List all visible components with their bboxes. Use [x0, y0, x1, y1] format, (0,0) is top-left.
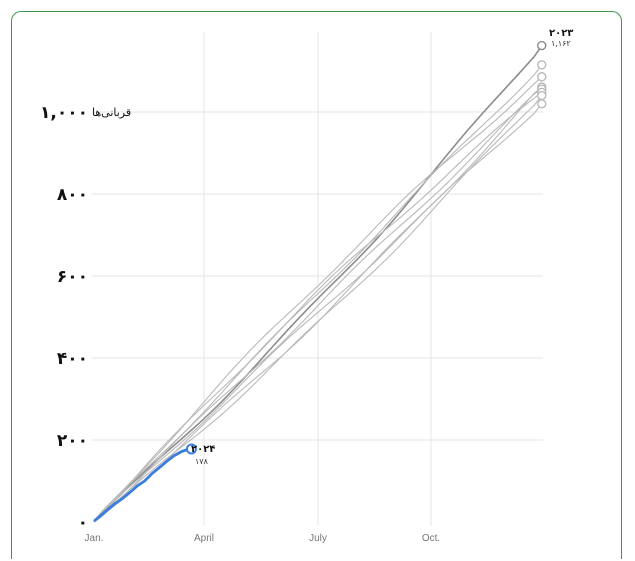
current-series	[93, 443, 197, 523]
y-tick-label: ۸۰۰	[57, 185, 88, 205]
history-value-label: ۱,۱۶۲	[551, 39, 571, 48]
history-line	[93, 45, 543, 523]
current-year-label: ۲۰۲۴	[191, 444, 215, 455]
history-end-point	[537, 40, 547, 51]
x-tick-label: April	[194, 533, 214, 544]
y-tick-label: ۰	[78, 513, 88, 533]
y-axis: ۰ ۲۰۰ ۴۰۰ ۶۰۰ ۸۰۰ ۱,۰۰۰ قربانی‌ها	[40, 103, 131, 533]
history-end-point	[537, 90, 547, 101]
x-tick-label: Oct.	[422, 533, 440, 544]
history-line	[93, 88, 543, 523]
x-tick-label: Jan.	[85, 533, 104, 544]
history-line	[93, 103, 543, 523]
history-line	[93, 76, 543, 523]
y-tick-label: ۶۰۰	[57, 267, 88, 287]
history-line	[93, 64, 543, 523]
history-series	[93, 40, 547, 523]
history-end-point	[537, 60, 547, 70]
current-end-point	[185, 443, 197, 455]
y-tick-label: ۴۰۰	[57, 349, 88, 369]
x-tick-label: July	[309, 533, 327, 544]
y-tick-label: ۲۰۰	[57, 431, 88, 451]
current-line	[93, 447, 192, 523]
x-axis: Jan. April July Oct.	[85, 533, 441, 544]
current-value-label: ۱۷۸	[195, 457, 209, 466]
grid	[92, 32, 543, 526]
y-tick-label: ۱,۰۰۰	[40, 103, 88, 123]
y-unit-label: قربانی‌ها	[92, 106, 131, 119]
chart-frame	[11, 11, 622, 559]
history-end-point	[537, 99, 547, 109]
history-end-point	[537, 72, 547, 82]
history-year-label: ۲۰۲۳	[549, 28, 573, 39]
history-line	[93, 91, 543, 523]
